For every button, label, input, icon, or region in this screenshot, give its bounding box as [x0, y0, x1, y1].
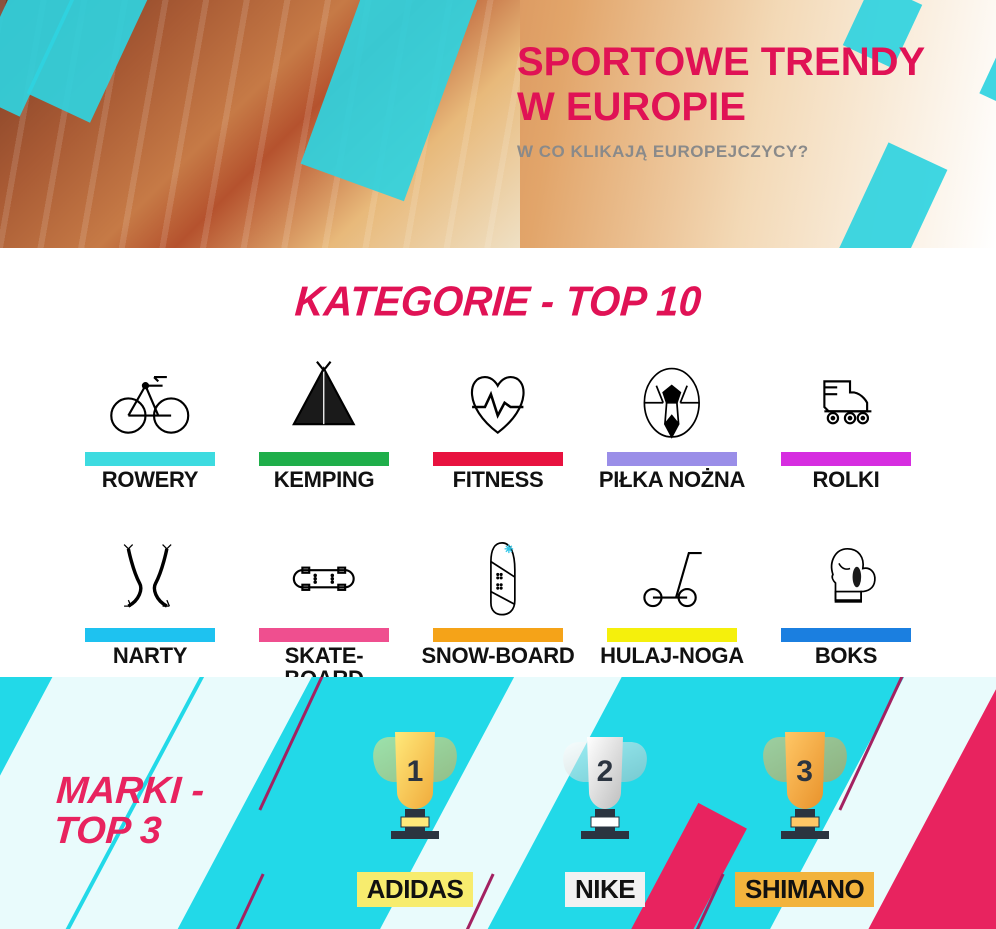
category-item-snowboard[interactable]: SNOW-BOARD	[411, 531, 585, 690]
page-subtitle: W CO KLIKAJĄ EUROPEJCZYCY?	[517, 142, 987, 162]
category-underline	[85, 628, 215, 642]
categories-grid: ROWERY KEMPING FITNESS	[63, 355, 933, 690]
scooter-icon	[625, 531, 720, 626]
categories-section: KATEGORIE - TOP 10 ROWERY	[0, 248, 996, 677]
category-item-narty[interactable]: NARTY	[63, 531, 237, 690]
category-label: FITNESS	[453, 468, 544, 491]
category-item-kemping[interactable]: KEMPING	[237, 355, 411, 491]
header-banner: SPORTOWE TRENDY W EUROPIE W CO KLIKAJĄ E…	[0, 0, 996, 248]
category-item-rowery[interactable]: ROWERY	[63, 355, 237, 491]
category-label: ROLKI	[813, 468, 880, 491]
brand-item-adidas[interactable]: 1 ADIDAS	[355, 717, 475, 907]
trophy-rank-label: 3	[796, 755, 813, 789]
category-label: PIŁKA NOŻNA	[599, 468, 745, 491]
category-item-skateboard[interactable]: SKATE-BOARD	[237, 531, 411, 690]
trophy-rank-label: 1	[407, 755, 424, 789]
snowboard-icon	[451, 531, 546, 626]
boxing-glove-icon	[799, 531, 894, 626]
category-label: ROWERY	[102, 468, 198, 491]
brands-section-title: MARKI - TOP 3	[52, 772, 205, 852]
soccer-ball-icon	[625, 355, 720, 450]
rollerblade-icon	[799, 355, 894, 450]
brand-name-label: NIKE	[565, 872, 645, 907]
bicycle-icon	[103, 355, 198, 450]
decorative-line	[198, 873, 264, 929]
category-item-hulajnoga[interactable]: HULAJ-NOGA	[585, 531, 759, 690]
category-item-rolki[interactable]: ROLKI	[759, 355, 933, 491]
category-underline	[433, 452, 563, 466]
categories-section-title: KATEGORIE - TOP 10	[0, 279, 996, 326]
category-label: NARTY	[113, 644, 187, 667]
category-underline	[781, 628, 911, 642]
brand-item-nike[interactable]: 2 NIKE	[545, 717, 665, 907]
category-underline	[259, 628, 389, 642]
category-item-pilka-nozna[interactable]: PIŁKA NOŻNA	[585, 355, 759, 491]
category-underline	[607, 452, 737, 466]
trophy-rank-label: 2	[597, 755, 614, 789]
category-label: KEMPING	[274, 468, 375, 491]
category-underline	[85, 452, 215, 466]
tent-icon	[277, 355, 372, 450]
category-label: HULAJ-NOGA	[600, 644, 744, 667]
skateboard-icon	[277, 531, 372, 626]
header-text-block: SPORTOWE TRENDY W EUROPIE W CO KLIKAJĄ E…	[517, 40, 987, 162]
category-underline	[781, 452, 911, 466]
brand-name-label: SHIMANO	[735, 872, 874, 907]
category-underline	[433, 628, 563, 642]
skis-icon	[103, 531, 198, 626]
heartbeat-icon	[451, 355, 546, 450]
category-item-boks[interactable]: BOKS	[759, 531, 933, 690]
category-underline	[259, 452, 389, 466]
page-title: SPORTOWE TRENDY W EUROPIE	[517, 40, 987, 130]
category-label: BOKS	[815, 644, 877, 667]
category-label: SNOW-BOARD	[422, 644, 575, 667]
brands-section: MARKI - TOP 3 1 ADIDAS	[0, 677, 996, 929]
brand-item-shimano[interactable]: 3 SHIMANO	[735, 717, 874, 907]
category-underline	[607, 628, 737, 642]
brand-name-label: ADIDAS	[357, 872, 474, 907]
category-item-fitness[interactable]: FITNESS	[411, 355, 585, 491]
